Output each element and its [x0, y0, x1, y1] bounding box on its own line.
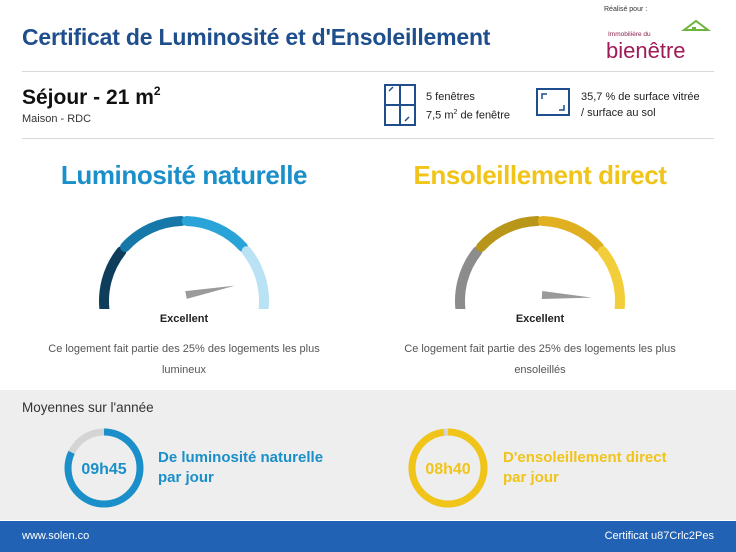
luminosite-gauge-block: Luminosité naturelle Excellent Ce logeme… [0, 160, 368, 381]
glazing-ratio-suffix: / surface au sol [581, 107, 656, 119]
luminosite-description: Ce logement fait partie des 25% des loge… [48, 343, 320, 376]
luminosite-hours-value: 09h45 [81, 461, 126, 478]
window-icon [384, 84, 416, 126]
room-subtitle: Maison - RDC [22, 113, 92, 125]
website-link[interactable]: www.solen.co [22, 530, 90, 542]
ensoleillement-hours-value: 08h40 [425, 461, 470, 478]
ensoleillement-gauge-segment [597, 246, 625, 309]
ensoleillement-ring-fill [408, 428, 488, 508]
luminosite-gauge-segment [241, 246, 269, 309]
logo-wordmark: bienêtre [606, 38, 686, 62]
luminosite-title: Luminosité naturelle [60, 160, 308, 190]
ensoleillement-hours-ring: 08h40 [408, 428, 488, 508]
glazing-info: 35,7 % de surface vitrée / surface au so… [581, 89, 700, 121]
ensoleillement-gauge [455, 216, 625, 309]
surface-ratio-icon [536, 88, 570, 116]
logo-small-text: Immobilière du [608, 31, 651, 38]
header-divider [22, 71, 714, 72]
certificate-id: Certificat u87Crlc2Pes [604, 530, 714, 542]
averages-title: Moyennes sur l'année [22, 400, 154, 415]
ensoleillement-title: Ensoleillement direct [413, 160, 667, 190]
yearly-averages: Moyennes sur l'année 09h45 De luminosité… [0, 390, 736, 520]
ensoleillement-gauge-segment [455, 246, 483, 309]
ensoleillement-hours-label: D'ensoleillement direct par jour [503, 449, 667, 486]
ensoleillement-gauge-needle [541, 291, 592, 299]
ensoleillement-gauge-segment [537, 216, 604, 252]
ensoleillement-rating: Excellent [515, 313, 565, 325]
windows-info: 5 fenêtres 7,5 m2 de fenêtre [426, 89, 510, 124]
luminosite-hours-label: De luminosité naturelle par jour [158, 449, 324, 486]
glazing-ratio: 35,7 % de surface vitrée [581, 91, 700, 103]
room-title: Séjour - 21 m2 [22, 84, 161, 109]
luminosite-gauge [99, 216, 269, 309]
luminosite-rating: Excellent [159, 313, 209, 325]
luminosite-ring-fill [64, 428, 144, 508]
luminosite-gauge-needle [185, 285, 236, 299]
luminosite-gauge-segment [120, 216, 187, 252]
ensoleillement-description: Ce logement fait partie des 25% des loge… [404, 343, 676, 376]
ensoleillement-gauge-block: Ensoleillement direct Excellent Ce logem… [356, 160, 724, 381]
info-divider [22, 138, 714, 139]
partner-logo: Réalisé pour : Immobilière du bienêtre [604, 6, 716, 64]
luminosite-gauge-segment [181, 216, 248, 252]
logo-caption: Réalisé pour : [604, 6, 648, 13]
luminosite-gauge-segment [99, 246, 127, 309]
windows-area: 7,5 m2 de fenêtre [426, 109, 511, 122]
page-title: Certificat de Luminosité et d'Ensoleille… [22, 24, 491, 50]
ensoleillement-gauge-segment [476, 216, 543, 252]
logo-mark: Immobilière du bienêtre [606, 19, 711, 62]
footer: www.solen.co Certificat u87Crlc2Pes [0, 521, 736, 552]
windows-count: 5 fenêtres [426, 91, 475, 103]
luminosite-hours-ring: 09h45 [64, 428, 144, 508]
